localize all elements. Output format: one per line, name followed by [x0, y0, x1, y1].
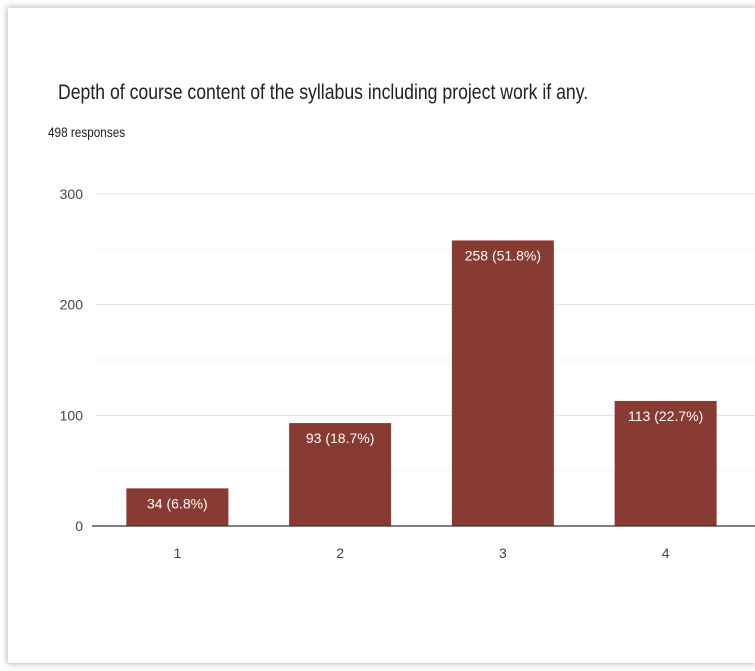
x-tick-label: 3 — [499, 545, 507, 561]
data-label: 34 (6.8%) — [147, 495, 208, 511]
bar — [289, 423, 392, 526]
bar-chart: 0 100 200 300 34 (6.8%) 1 93 (18.7%) 2 258 (51.8… — [60, 186, 755, 561]
y-tick-label: 100 — [60, 407, 84, 423]
x-tick-label: 1 — [173, 545, 181, 561]
chart-card: Depth of course content of the syllabus … — [8, 8, 755, 663]
data-label: 258 (51.8%) — [465, 247, 541, 263]
chart-title: Depth of course content of the syllabus … — [58, 81, 589, 104]
x-tick-label: 2 — [336, 545, 344, 561]
bar — [126, 488, 229, 526]
data-label: 93 (18.7%) — [306, 430, 374, 446]
y-tick-label: 200 — [60, 297, 84, 313]
response-count: 498 responses — [48, 124, 126, 140]
bar — [614, 400, 717, 526]
y-tick-label: 300 — [60, 186, 84, 202]
y-tick-label: 0 — [75, 518, 83, 534]
x-tick-label: 4 — [662, 545, 670, 561]
data-label: 113 (22.7%) — [628, 408, 703, 424]
bar — [451, 240, 554, 527]
